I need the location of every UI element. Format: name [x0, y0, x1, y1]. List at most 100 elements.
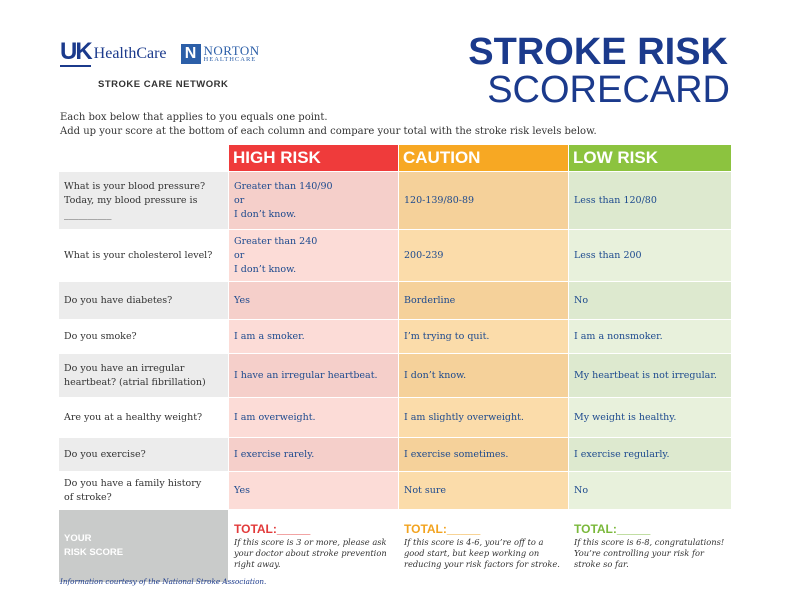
low-risk-cell: Less than 200: [568, 229, 732, 282]
low-risk-cell: I am a nonsmoker.: [568, 319, 732, 354]
high-risk-cell-text: I have an irregular heartbeat.: [234, 369, 378, 381]
risk-factor-cell: What is your cholesterol level?: [58, 229, 229, 282]
high-risk-cell-text: Yes: [234, 484, 250, 496]
logo-group: UK HealthCare N NORTON HEALTHCARE: [60, 40, 260, 67]
high-risk-cell-text: I don’t know.: [234, 208, 297, 220]
header-low-risk: LOW RISK: [568, 144, 732, 172]
total-caution-note: If this score is 4-6, you’re off to a go…: [404, 537, 560, 569]
low-risk-cell: My heartbeat is not irregular.: [568, 353, 732, 398]
intro-text: Each box below that applies to you equal…: [60, 111, 597, 139]
high-risk-cell-text: Greater than 240: [234, 235, 318, 247]
risk-factor-cell-text: Today, my blood pressure is: [64, 194, 198, 206]
total-low-cell: TOTAL:_____ If this score is 6-8, congra…: [568, 509, 732, 583]
caution-cell: 120-139/80-89: [398, 171, 569, 230]
high-risk-cell-text: Greater than 140/90: [234, 180, 333, 192]
norton-sub: HEALTHCARE: [203, 55, 257, 63]
low-risk-cell-text: I am a nonsmoker.: [574, 330, 663, 342]
total-low-note: If this score is 6-8, congratulations! Y…: [574, 537, 725, 569]
risk-factor-cell: Do you smoke?: [58, 319, 229, 354]
high-risk-cell-text: or: [234, 194, 245, 206]
caution-cell: Borderline: [398, 281, 569, 320]
intro-line-1: Each box below that applies to you equal…: [60, 112, 328, 123]
total-high-note: If this score is 3 or more, please ask y…: [234, 537, 387, 569]
risk-factor-cell: Are you at a healthy weight?: [58, 397, 229, 438]
title-line-1: STROKE RISK: [468, 31, 728, 73]
risk-factor-cell: What is your blood pressure? Today, my bl…: [58, 171, 229, 230]
table-row: What is your cholesterol level? Greater t…: [58, 229, 732, 282]
risk-factor-cell-text: of stroke?: [64, 491, 112, 503]
risk-factor-cell-text: __________: [64, 208, 112, 220]
caution-cell-text: 200-239: [404, 249, 444, 261]
caution-cell: 200-239: [398, 229, 569, 282]
high-risk-cell: Greater than 140/90 or I don’t know.: [228, 171, 399, 230]
low-risk-cell-text: My heartbeat is not irregular.: [574, 369, 717, 381]
header-row: RISK FACTOR HIGH RISK CAUTION LOW RISK: [58, 144, 732, 172]
risk-factor-cell-text: Are you at a healthy weight?: [64, 411, 203, 423]
high-risk-cell-text: I am a smoker.: [234, 330, 305, 342]
totals-row: YOUR RISK SCORE TOTAL:_____ If this scor…: [58, 509, 732, 583]
caution-cell: Not sure: [398, 471, 569, 510]
scorecard-table: RISK FACTOR HIGH RISK CAUTION LOW RISK W…: [58, 144, 732, 583]
caution-cell-text: I am slightly overweight.: [404, 411, 524, 423]
high-risk-cell-text: Yes: [234, 294, 250, 306]
low-risk-cell-text: My weight is healthy.: [574, 411, 677, 423]
low-risk-cell-text: No: [574, 484, 589, 496]
table-row: Do you smoke? I am a smoker. I’m trying to…: [58, 319, 732, 354]
caution-cell-text: Borderline: [404, 294, 456, 306]
table-row: Do you have an irregular heartbeat? (atri…: [58, 353, 732, 398]
risk-factor-cell-text: What is your blood pressure?: [64, 180, 206, 192]
table-row: Are you at a healthy weight? I am overwei…: [58, 397, 732, 438]
risk-score-label-line-2: RISK SCORE: [64, 547, 124, 558]
caution-cell: I exercise sometimes.: [398, 437, 569, 472]
high-risk-cell: I am overweight.: [228, 397, 399, 438]
high-risk-cell: I am a smoker.: [228, 319, 399, 354]
low-risk-cell: No: [568, 471, 732, 510]
high-risk-cell: I have an irregular heartbeat.: [228, 353, 399, 398]
norton-healthcare-wordmark: NORTON HEALTHCARE: [204, 44, 260, 64]
total-caution-label: TOTAL:_____: [404, 522, 481, 536]
high-risk-cell-text: I exercise rarely.: [234, 448, 315, 460]
header-caution: CAUTION: [398, 144, 569, 172]
total-low-label: TOTAL:_____: [574, 522, 651, 536]
risk-factor-cell-text: Do you have diabetes?: [64, 294, 173, 306]
risk-factor-cell: Do you exercise?: [58, 437, 229, 472]
caution-cell-text: I exercise sometimes.: [404, 448, 509, 460]
network-name: STROKE CARE NETWORK: [98, 79, 229, 90]
uk-logo-mark: UK: [60, 38, 93, 67]
table-row: Do you have a family history of stroke? Ye…: [58, 471, 732, 510]
uk-healthcare-wordmark: HealthCare: [93, 44, 167, 62]
total-caution-cell: TOTAL:_____ If this score is 4-6, you’re…: [398, 509, 569, 583]
norton-name: NORTON: [203, 42, 260, 58]
title-line-2: SCORECARD: [487, 69, 730, 111]
high-risk-cell: I exercise rarely.: [228, 437, 399, 472]
intro-line-2: Add up your score at the bottom of each …: [60, 126, 597, 137]
caution-cell-text: 120-139/80-89: [404, 194, 475, 206]
caution-cell-text: I don’t know.: [404, 369, 467, 381]
high-risk-cell-text: or: [234, 249, 245, 261]
risk-factor-cell: Do you have diabetes?: [58, 281, 229, 320]
low-risk-cell: I exercise regularly.: [568, 437, 732, 472]
risk-factor-cell: Do you have a family history of stroke?: [58, 471, 229, 510]
total-high-label: TOTAL:_____: [234, 522, 311, 536]
low-risk-cell-text: No: [574, 294, 589, 306]
low-risk-cell: Less than 120/80: [568, 171, 732, 230]
caution-cell: I don’t know.: [398, 353, 569, 398]
caution-cell: I’m trying to quit.: [398, 319, 569, 354]
norton-logo-icon: N: [180, 43, 201, 64]
credit-note: Information courtesy of the National Str…: [60, 577, 267, 586]
low-risk-cell: My weight is healthy.: [568, 397, 732, 438]
high-risk-cell-text: I am overweight.: [234, 411, 316, 423]
high-risk-cell: Yes: [228, 471, 399, 510]
high-risk-cell-text: I don’t know.: [234, 263, 297, 275]
high-risk-cell: Yes: [228, 281, 399, 320]
caution-cell: I am slightly overweight.: [398, 397, 569, 438]
table-row: What is your blood pressure? Today, my bl…: [58, 171, 732, 230]
low-risk-cell-text: Less than 120/80: [574, 194, 657, 206]
caution-cell-text: I’m trying to quit.: [404, 330, 490, 342]
header-high-risk: HIGH RISK: [228, 144, 399, 172]
low-risk-cell-text: Less than 200: [574, 249, 642, 261]
caution-cell-text: Not sure: [404, 484, 447, 496]
risk-factor-cell-text: Do you smoke?: [64, 330, 137, 342]
low-risk-cell: No: [568, 281, 732, 320]
low-risk-cell-text: I exercise regularly.: [574, 448, 670, 460]
